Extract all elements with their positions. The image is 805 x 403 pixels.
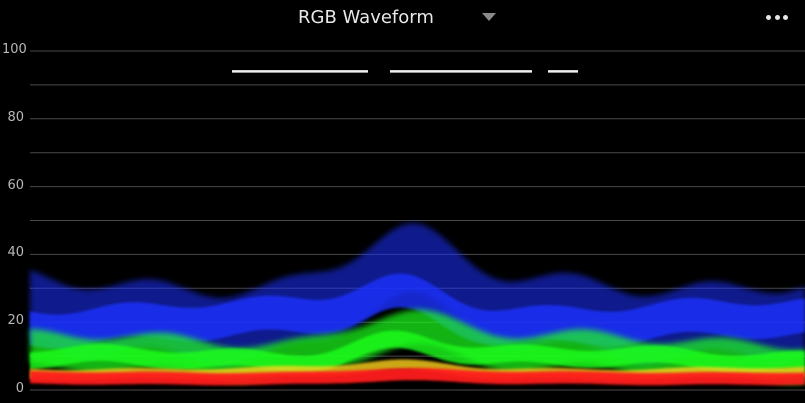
chevron-down-icon[interactable] [482, 13, 496, 21]
scope-title: RGB Waveform [298, 7, 434, 28]
more-horizontal-icon[interactable] [766, 8, 788, 26]
y-tick-label: 40 [7, 245, 24, 261]
y-tick-label: 80 [7, 109, 24, 125]
waveform-trace [30, 70, 805, 386]
y-tick-label: 20 [7, 313, 24, 329]
waveform-band [30, 330, 805, 373]
y-tick-label: 0 [15, 381, 24, 396]
y-tick-label: 60 [7, 177, 24, 193]
dot [766, 14, 771, 20]
dot [774, 14, 780, 20]
waveform-band [30, 368, 805, 386]
dot [783, 14, 788, 20]
y-tick-label: 100 [2, 42, 27, 57]
scope-header: RGB Waveform [0, 0, 805, 38]
